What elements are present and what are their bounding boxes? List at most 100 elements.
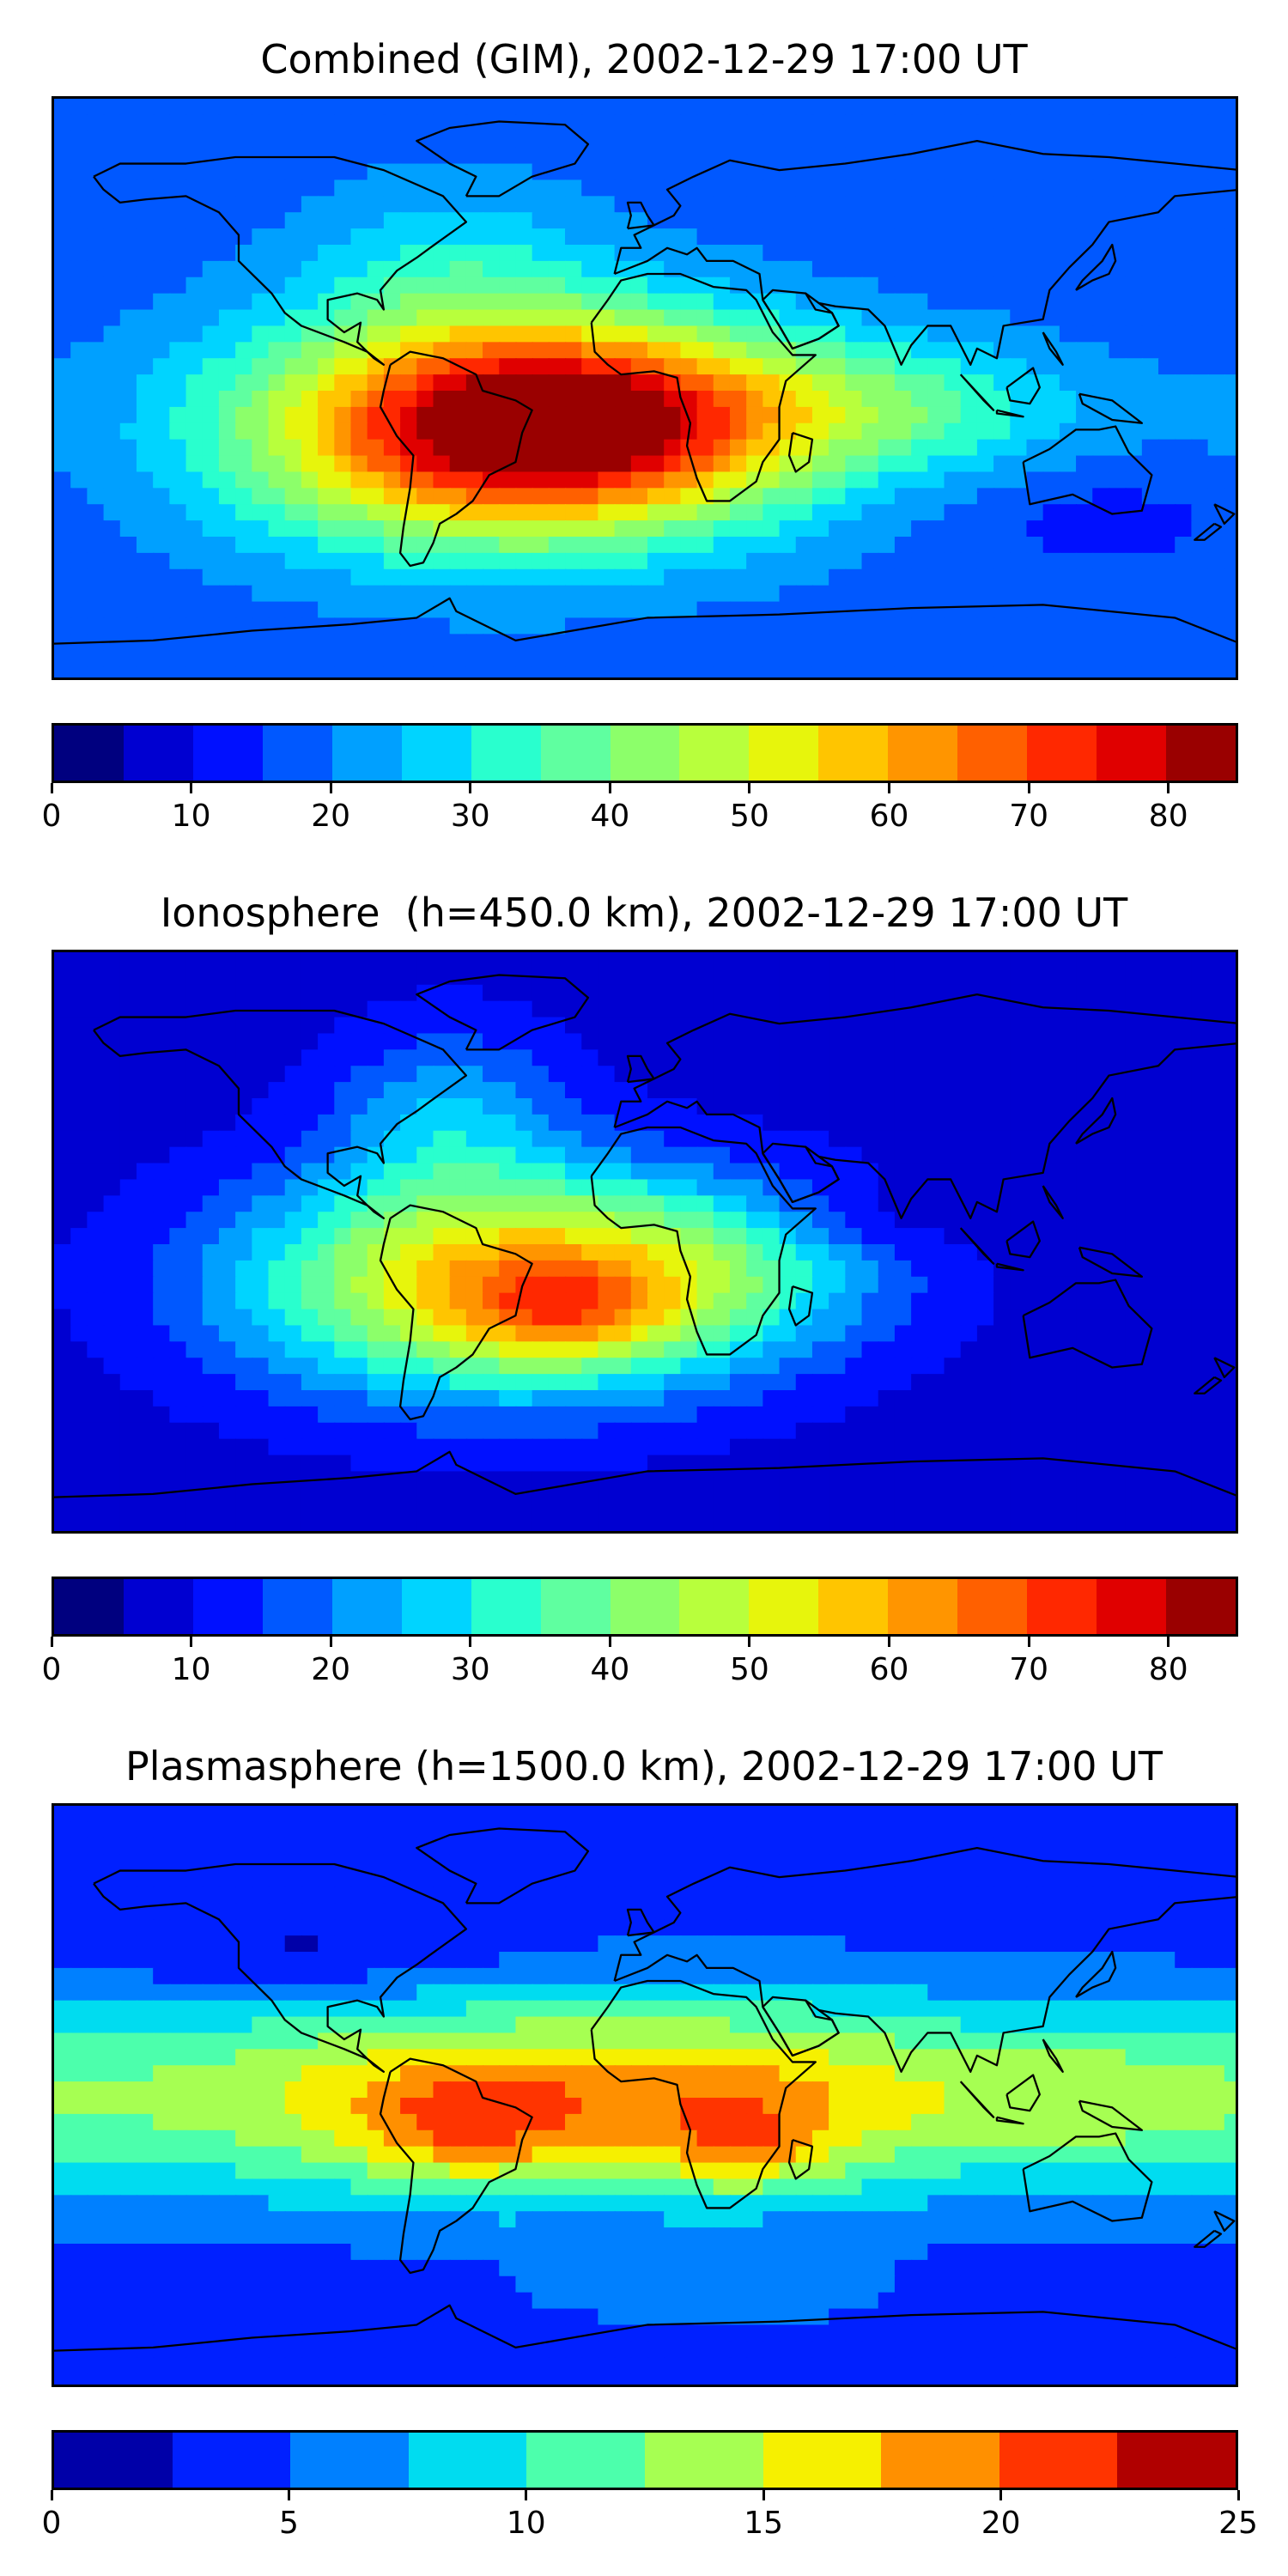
contour-cell xyxy=(696,568,714,586)
contour-cell xyxy=(153,212,171,230)
contour-cell xyxy=(861,179,879,197)
contour-cell xyxy=(1141,260,1160,278)
contour-cell xyxy=(1076,179,1094,197)
contour-cell xyxy=(878,114,896,132)
contour-cell xyxy=(976,309,995,327)
contour-cell xyxy=(894,114,913,132)
contour-cell xyxy=(318,342,336,360)
contour-cell xyxy=(1026,196,1044,214)
contour-cell xyxy=(861,488,879,506)
contour-cell xyxy=(960,406,979,424)
contour-cell xyxy=(680,358,698,376)
contour-cell xyxy=(565,455,583,473)
contour-cell xyxy=(1026,552,1044,570)
contour-cell xyxy=(565,293,583,311)
contour-cell xyxy=(680,552,698,570)
contour-cell xyxy=(103,488,121,506)
contour-cell xyxy=(284,276,303,295)
contour-cell xyxy=(598,228,616,246)
contour-cell xyxy=(696,520,714,538)
contour-cell xyxy=(630,228,649,246)
panel-1-title: Combined (GIM), 2002-12-29 17:00 UT xyxy=(260,36,1028,82)
contour-cell xyxy=(350,212,368,230)
contour-cell xyxy=(1207,342,1225,360)
contour-cell xyxy=(845,406,863,424)
contour-cell xyxy=(169,131,187,149)
contour-cell xyxy=(1092,439,1110,457)
contour-cell xyxy=(367,406,386,424)
contour-cell xyxy=(383,471,402,489)
contour-cell xyxy=(861,537,879,555)
contour-cell xyxy=(284,99,303,117)
contour-cell xyxy=(532,422,550,440)
colorbar-tick-label: 0 xyxy=(41,799,62,834)
contour-cell xyxy=(1158,374,1176,392)
contour-cell xyxy=(185,504,204,522)
contour-cell xyxy=(301,488,319,506)
contour-cell xyxy=(762,325,781,343)
contour-cell xyxy=(548,276,567,295)
contour-cell xyxy=(1191,552,1209,570)
contour-cell xyxy=(119,585,138,603)
contour-cell xyxy=(993,504,1012,522)
contour-cell xyxy=(136,422,155,440)
contour-cell xyxy=(548,537,567,555)
contour-cell xyxy=(1026,520,1044,538)
contour-cell xyxy=(70,99,88,117)
contour-cell xyxy=(318,99,336,117)
contour-cell xyxy=(334,391,352,409)
contour-cell xyxy=(976,358,995,376)
contour-cell xyxy=(795,488,814,506)
contour-cell xyxy=(185,179,204,197)
contour-cell xyxy=(1026,325,1044,343)
contour-cell xyxy=(169,520,187,538)
contour-cell xyxy=(944,488,962,506)
contour-cell xyxy=(532,99,550,117)
contour-cell xyxy=(169,504,187,522)
contour-cell xyxy=(202,342,221,360)
contour-cell xyxy=(729,391,748,409)
contour-cell xyxy=(350,422,368,440)
contour-cell xyxy=(811,568,830,586)
contour-cell xyxy=(153,131,171,149)
contour-cell xyxy=(829,568,847,586)
contour-cell xyxy=(153,342,171,360)
contour-cell xyxy=(861,293,879,311)
contour-cell xyxy=(960,260,979,278)
contour-cell xyxy=(465,504,484,522)
contour-cell xyxy=(894,342,913,360)
contour-cell xyxy=(811,455,830,473)
colorbar-swatch xyxy=(401,726,471,781)
contour-cell xyxy=(1158,147,1176,165)
contour-cell xyxy=(614,439,632,457)
contour-cell xyxy=(318,179,336,197)
contour-cell xyxy=(565,163,583,181)
colorbar-tick-label: 60 xyxy=(869,799,909,834)
contour-cell xyxy=(993,228,1012,246)
contour-cell xyxy=(136,245,155,263)
contour-cell xyxy=(1109,471,1127,489)
contour-cell xyxy=(729,309,748,327)
contour-cell xyxy=(103,585,121,603)
contour-cell xyxy=(153,488,171,506)
contour-cell xyxy=(1059,422,1078,440)
contour-cell xyxy=(499,471,517,489)
contour-cell xyxy=(746,147,764,165)
contour-cell xyxy=(185,617,204,635)
contour-cell xyxy=(944,114,962,132)
contour-cell xyxy=(845,293,863,311)
contour-cell xyxy=(54,163,72,181)
contour-cell xyxy=(696,114,714,132)
contour-cell xyxy=(1224,439,1236,457)
contour-cell xyxy=(795,504,814,522)
contour-cell xyxy=(829,504,847,522)
contour-cell xyxy=(350,309,368,327)
contour-cell xyxy=(1224,325,1236,343)
colorbar-swatch xyxy=(1166,726,1236,781)
contour-cell xyxy=(944,439,962,457)
contour-cell xyxy=(944,422,962,440)
contour-cell xyxy=(532,147,550,165)
contour-cell xyxy=(383,309,402,327)
contour-cell xyxy=(1125,537,1143,555)
contour-cell xyxy=(1175,455,1193,473)
